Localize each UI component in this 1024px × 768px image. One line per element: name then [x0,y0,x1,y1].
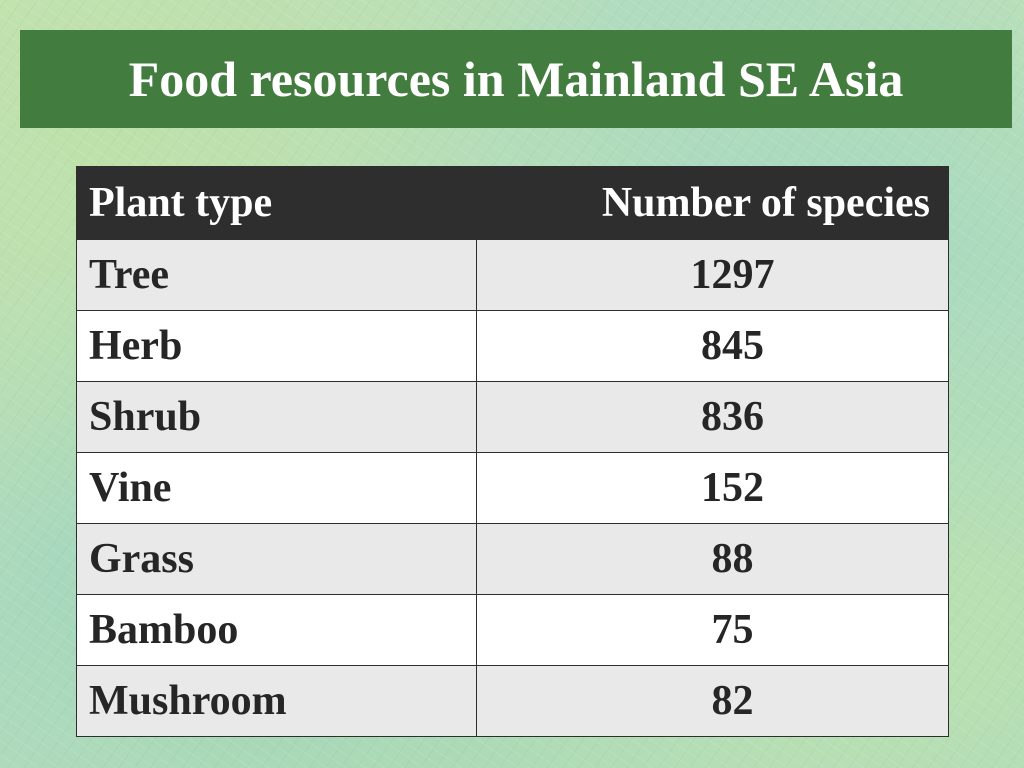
header-species-count: Number of species [476,166,949,240]
header-plant-type: Plant type [76,166,477,240]
species-count-cell: 75 [476,594,949,666]
plant-type-cell: Mushroom [76,665,477,737]
plant-type-cell: Shrub [76,381,477,453]
species-count-cell: 152 [476,452,949,524]
plant-type-cell: Bamboo [76,594,477,666]
title-bar: Food resources in Mainland SE Asia [20,30,1012,128]
species-table: Plant type Number of species Tree 1297 H… [76,166,949,737]
species-count-cell: 836 [476,381,949,453]
table-header-row: Plant type Number of species [76,166,949,240]
table-row: Tree 1297 [76,239,949,311]
table-row: Bamboo 75 [76,594,949,666]
plant-type-cell: Grass [76,523,477,595]
table-row: Vine 152 [76,452,949,524]
table-row: Shrub 836 [76,381,949,453]
species-count-cell: 82 [476,665,949,737]
table-row: Mushroom 82 [76,665,949,737]
table-row: Grass 88 [76,523,949,595]
plant-type-cell: Herb [76,310,477,382]
species-count-cell: 1297 [476,239,949,311]
species-count-cell: 88 [476,523,949,595]
plant-type-cell: Tree [76,239,477,311]
table-row: Herb 845 [76,310,949,382]
species-count-cell: 845 [476,310,949,382]
plant-type-cell: Vine [76,452,477,524]
slide-title: Food resources in Mainland SE Asia [128,51,904,107]
